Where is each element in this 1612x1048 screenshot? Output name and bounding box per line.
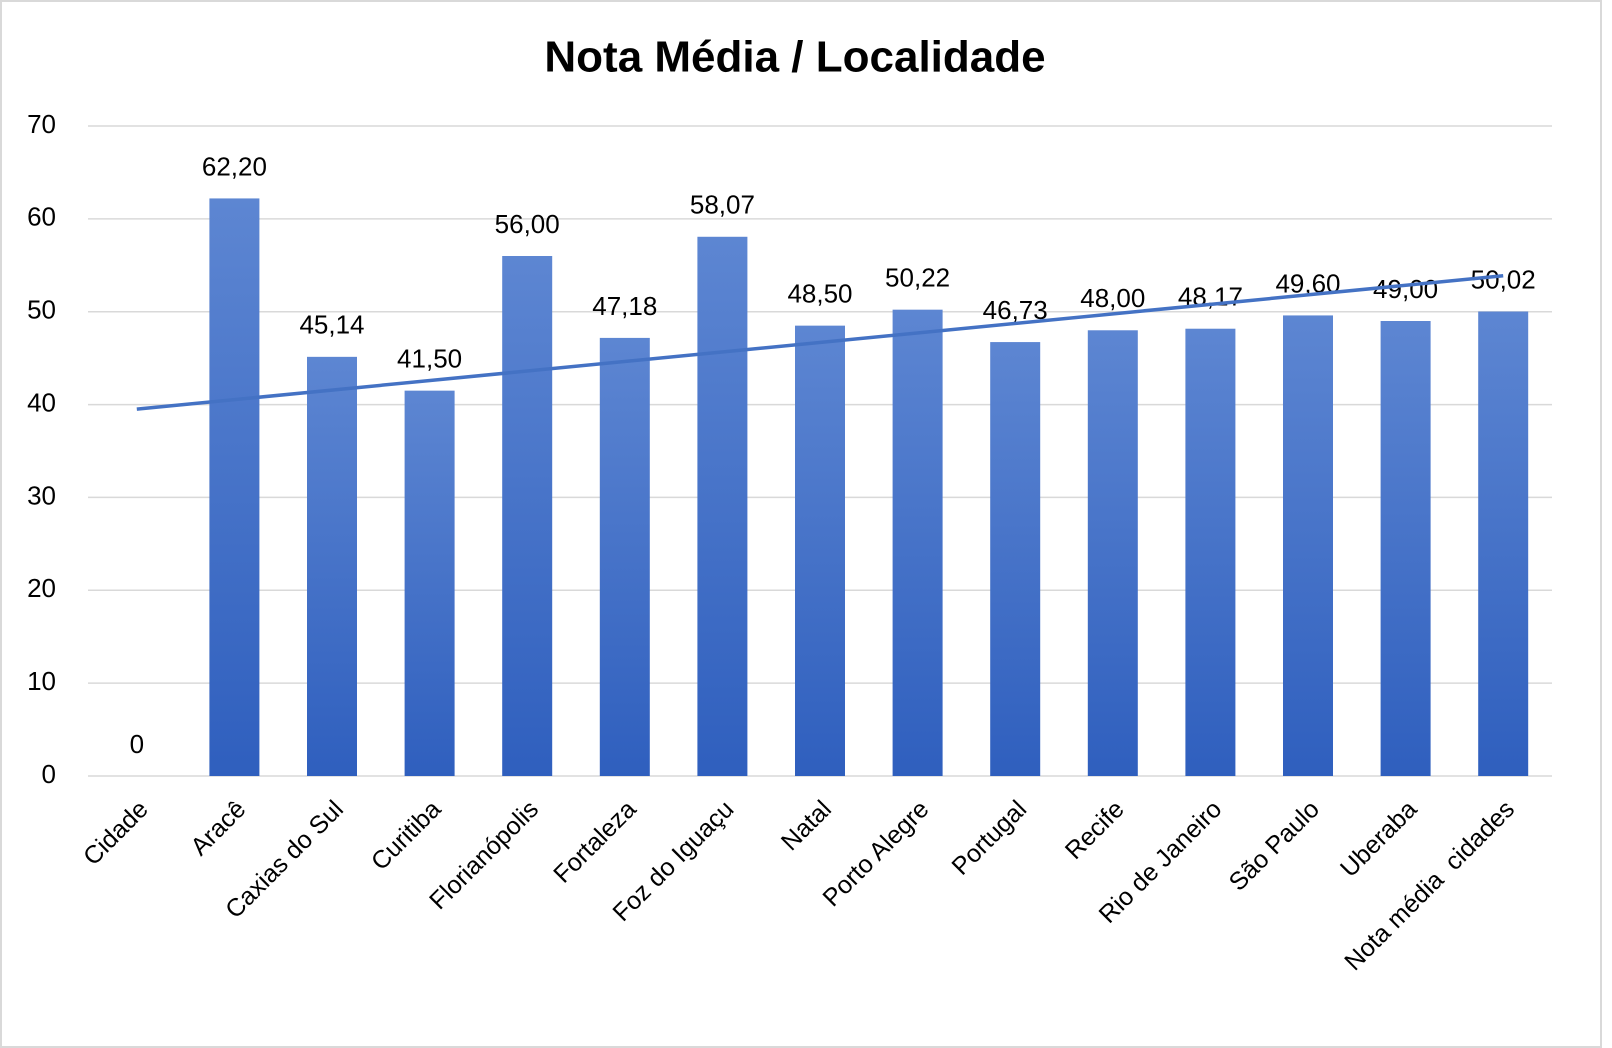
bar: [697, 236, 748, 776]
x-tick-label: Cidade: [78, 795, 154, 871]
y-tick-label: 40: [27, 387, 56, 417]
data-label: 50,22: [885, 263, 950, 293]
data-label: 58,07: [690, 190, 755, 220]
bar: [599, 337, 650, 776]
x-tick-label: Nota média cidades: [1339, 795, 1520, 976]
data-label: 48,50: [787, 279, 852, 309]
bar: [1283, 315, 1333, 776]
y-tick-label: 10: [27, 666, 56, 696]
bar: [307, 356, 357, 776]
trendline: [136, 274, 1504, 411]
bar: [1185, 328, 1236, 776]
x-tick-label: São Paulo: [1224, 795, 1325, 896]
data-label: 62,20: [202, 151, 267, 181]
data-label: 48,00: [1080, 283, 1145, 313]
bar: [404, 390, 455, 776]
y-tick-label: 0: [42, 759, 56, 789]
bar: [502, 256, 553, 776]
x-tick-label: Portugal: [946, 795, 1032, 881]
data-label: 56,00: [495, 209, 560, 239]
x-tick-label: Recife: [1060, 795, 1130, 865]
bar: [1478, 311, 1529, 776]
y-tick-label: 70: [27, 109, 56, 139]
x-tick-label: Curitiba: [366, 795, 447, 876]
bar: [209, 198, 260, 776]
chart-title: Nota Média / Localidade: [544, 33, 1045, 82]
x-tick-label: Uberaba: [1335, 795, 1423, 883]
y-tick-label: 20: [27, 573, 56, 603]
bar: [990, 342, 1041, 776]
bar: [1380, 321, 1431, 776]
bar: [795, 325, 845, 776]
data-label: 45,14: [299, 310, 364, 340]
data-label: 47,18: [592, 291, 657, 321]
bar: [892, 309, 943, 776]
x-tick-label: Aracê: [185, 795, 251, 861]
data-label: 41,50: [397, 344, 462, 374]
data-label: 0: [130, 729, 144, 759]
y-tick-label: 60: [27, 202, 56, 232]
x-tick-label: Fortaleza: [548, 795, 642, 889]
y-tick-label: 50: [27, 295, 56, 325]
x-tick-label: Natal: [776, 795, 837, 856]
y-tick-label: 30: [27, 480, 56, 510]
x-tick-label: Porto Alegre: [817, 795, 934, 912]
bar: [1087, 330, 1138, 776]
